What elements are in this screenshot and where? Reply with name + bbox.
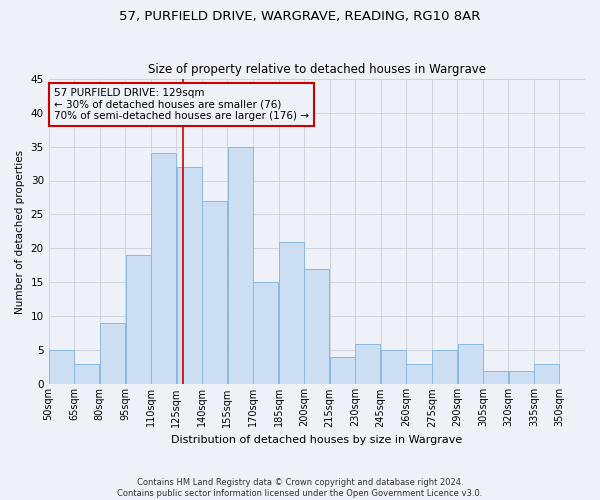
- Bar: [534, 364, 559, 384]
- Bar: [483, 371, 508, 384]
- Bar: [253, 282, 278, 384]
- Bar: [100, 323, 125, 384]
- Bar: [509, 371, 533, 384]
- Bar: [227, 146, 253, 384]
- Bar: [151, 154, 176, 384]
- Bar: [355, 344, 380, 384]
- Bar: [304, 269, 329, 384]
- Bar: [125, 256, 151, 384]
- Bar: [176, 167, 202, 384]
- Bar: [458, 344, 482, 384]
- Text: 57, PURFIELD DRIVE, WARGRAVE, READING, RG10 8AR: 57, PURFIELD DRIVE, WARGRAVE, READING, R…: [119, 10, 481, 23]
- Text: 57 PURFIELD DRIVE: 129sqm
← 30% of detached houses are smaller (76)
70% of semi-: 57 PURFIELD DRIVE: 129sqm ← 30% of detac…: [54, 88, 309, 121]
- Title: Size of property relative to detached houses in Wargrave: Size of property relative to detached ho…: [148, 63, 486, 76]
- Bar: [406, 364, 431, 384]
- X-axis label: Distribution of detached houses by size in Wargrave: Distribution of detached houses by size …: [171, 435, 463, 445]
- Bar: [49, 350, 74, 384]
- Bar: [74, 364, 100, 384]
- Bar: [279, 242, 304, 384]
- Bar: [330, 357, 355, 384]
- Bar: [432, 350, 457, 384]
- Bar: [202, 201, 227, 384]
- Bar: [381, 350, 406, 384]
- Text: Contains HM Land Registry data © Crown copyright and database right 2024.
Contai: Contains HM Land Registry data © Crown c…: [118, 478, 482, 498]
- Y-axis label: Number of detached properties: Number of detached properties: [15, 150, 25, 314]
